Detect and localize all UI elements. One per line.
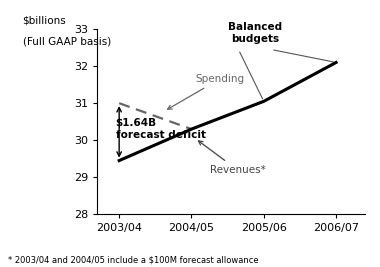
Text: * 2003/04 and 2004/05 include a $100M forecast allowance: * 2003/04 and 2004/05 include a $100M fo… — [8, 255, 258, 264]
Text: $billions: $billions — [22, 15, 66, 25]
Text: Balanced
budgets: Balanced budgets — [228, 22, 282, 44]
Text: $1.64B
forecast deficit: $1.64B forecast deficit — [116, 118, 206, 140]
Text: (Full GAAP basis): (Full GAAP basis) — [22, 37, 111, 46]
Text: Spending: Spending — [168, 74, 244, 109]
Text: Revenues*: Revenues* — [198, 141, 265, 175]
